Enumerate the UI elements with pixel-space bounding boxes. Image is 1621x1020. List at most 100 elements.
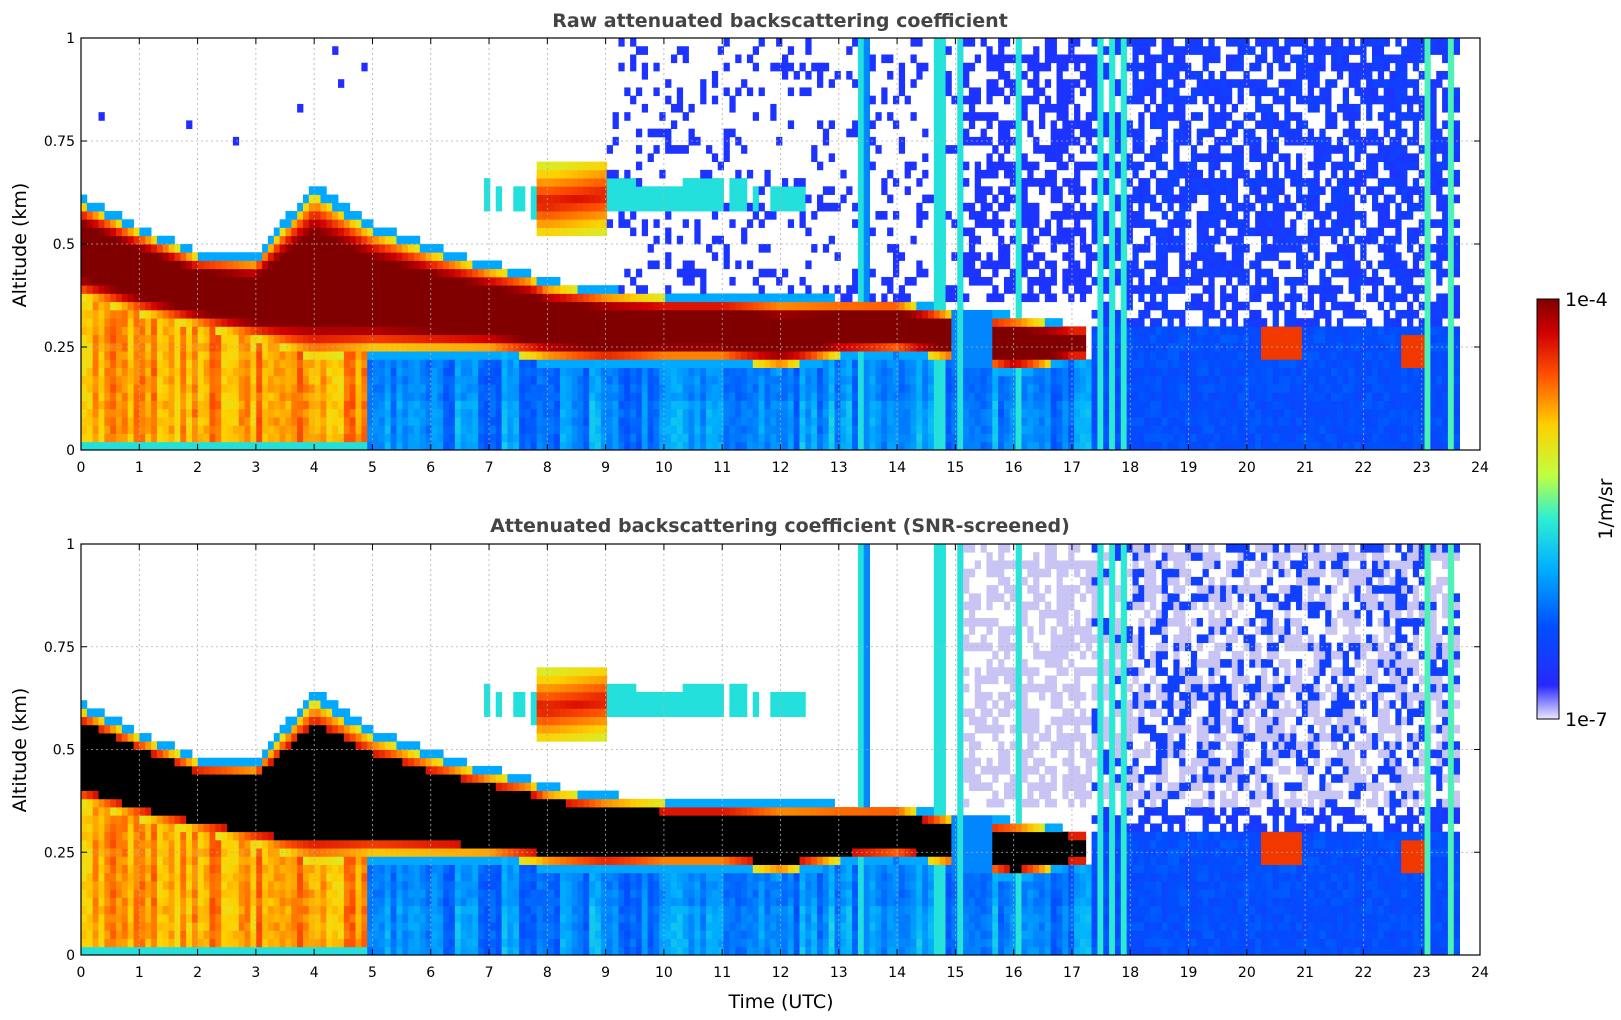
heatmap-cell [186, 342, 193, 352]
heatmap-cell [1015, 194, 1022, 204]
heatmap-cell [1015, 301, 1022, 311]
heatmap-cell [1056, 342, 1063, 352]
heatmap-cell [285, 342, 292, 352]
heatmap-cell [449, 433, 456, 443]
heatmap-cell [133, 334, 140, 344]
heatmap-cell [980, 392, 987, 401]
heatmap-cell [536, 359, 543, 368]
heatmap-cell [408, 367, 415, 377]
heatmap-cell [764, 334, 771, 344]
heatmap-cell [1015, 334, 1022, 344]
heatmap-cell [968, 309, 976, 319]
heatmap-cell [694, 441, 701, 450]
heatmap-cell [1079, 227, 1087, 237]
heatmap-cell [495, 301, 502, 311]
heatmap-cell [338, 227, 345, 237]
heatmap-cell [396, 342, 403, 352]
heatmap-cell [209, 293, 216, 303]
heatmap-cell [595, 211, 602, 220]
heatmap-cell [215, 252, 222, 261]
heatmap-cell [986, 161, 993, 171]
heatmap-cell [285, 219, 292, 228]
heatmap-cell [548, 202, 555, 212]
heatmap-cell [81, 351, 88, 360]
heatmap-cell [267, 400, 275, 410]
heatmap-cell [1044, 433, 1052, 443]
heatmap-cell [665, 211, 672, 220]
heatmap-cell [1085, 375, 1092, 385]
heatmap-cell [408, 392, 415, 401]
heatmap-cell [273, 441, 281, 450]
heatmap-cell [951, 375, 958, 385]
heatmap-cell [630, 309, 637, 319]
heatmap-cell [846, 70, 853, 80]
heatmap-cell [250, 375, 257, 385]
heatmap-cell [793, 425, 800, 434]
heatmap-cell [647, 433, 654, 443]
heatmap-cell [600, 334, 608, 344]
heatmap-cell [542, 219, 549, 228]
heatmap-cell [869, 334, 876, 344]
heatmap-cell [799, 219, 806, 228]
heatmap-cell [787, 417, 795, 426]
heatmap-cell [857, 293, 865, 303]
heatmap-cell [402, 326, 409, 336]
heatmap-cell [355, 244, 362, 253]
heatmap-cell [548, 186, 555, 195]
heatmap-cell [945, 318, 952, 327]
heatmap-cell [595, 301, 602, 311]
heatmap-cell [641, 219, 649, 228]
heatmap-cell [659, 417, 666, 426]
heatmap-cell [279, 334, 286, 344]
heatmap-cell [291, 219, 298, 228]
heatmap-cell [320, 384, 327, 393]
heatmap-cell [191, 408, 199, 418]
heatmap-cell [349, 276, 356, 286]
heatmap-cell [887, 433, 894, 443]
heatmap-cell [933, 169, 941, 179]
heatmap-cell [472, 375, 479, 385]
heatmap-cell [121, 351, 129, 360]
heatmap-cell [250, 392, 257, 401]
heatmap-cell [822, 301, 830, 311]
heatmap-cell [168, 244, 175, 253]
heatmap-cell [361, 425, 368, 434]
heatmap-cell [1091, 400, 1098, 410]
heatmap-cell [892, 400, 900, 410]
heatmap-cell [618, 400, 625, 410]
heatmap-cell [653, 384, 660, 393]
heatmap-cell [227, 392, 234, 401]
heatmap-cell [560, 392, 567, 401]
heatmap-cell [297, 260, 304, 270]
heatmap-cell [577, 417, 584, 426]
heatmap-cell [338, 375, 345, 385]
heatmap-cell [478, 367, 485, 377]
heatmap-cell [1003, 202, 1011, 212]
heatmap-cell [688, 392, 695, 401]
heatmap-cell [267, 433, 275, 443]
heatmap-cell [524, 326, 532, 336]
heatmap-cell [781, 417, 789, 426]
heatmap-cell [291, 334, 298, 344]
heatmap-cell [478, 433, 485, 443]
heatmap-cell [349, 318, 356, 327]
heatmap-cell [822, 62, 830, 72]
heatmap-cell [349, 244, 356, 253]
heatmap-cell [980, 318, 987, 327]
heatmap-cell [536, 441, 543, 450]
heatmap-cell [180, 244, 187, 253]
heatmap-cell [1044, 400, 1052, 410]
heatmap-cell [752, 318, 760, 327]
heatmap-cell [822, 359, 830, 368]
heatmap-cell [238, 433, 245, 443]
panel-raw: Raw attenuated backscattering coefficien… [9, 10, 1489, 476]
heatmap-cell [729, 95, 736, 105]
heatmap-cell [396, 326, 403, 336]
heatmap-cell [723, 260, 730, 270]
heatmap-cell [437, 342, 444, 352]
heatmap-cell [933, 202, 941, 212]
heatmap-cell [256, 334, 263, 344]
heatmap-cell [758, 392, 765, 401]
heatmap-cell [180, 425, 187, 434]
heatmap-cell [682, 326, 689, 336]
